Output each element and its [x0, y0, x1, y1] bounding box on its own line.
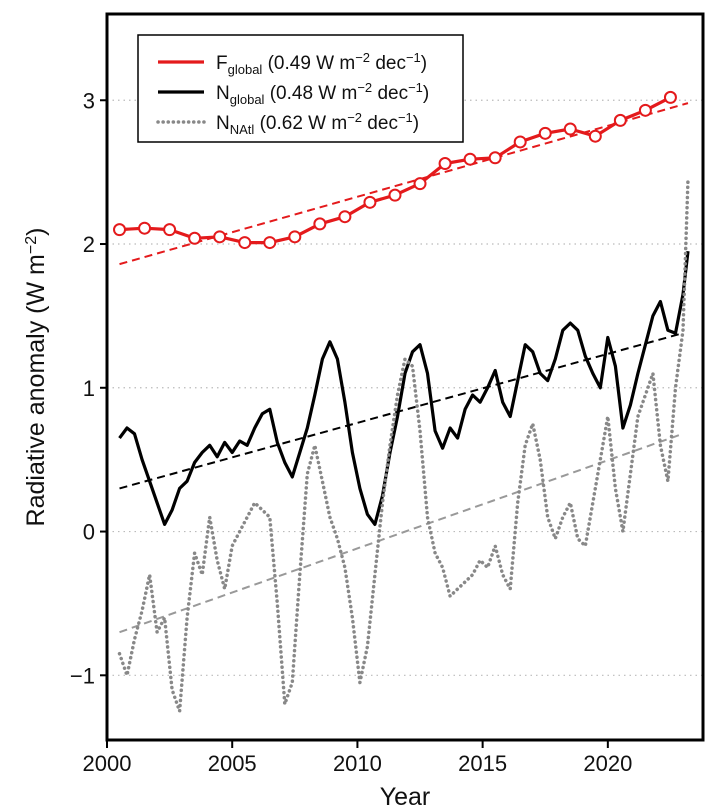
F_global-marker — [288, 230, 302, 244]
y-axis: −1 0 1 2 3 — [70, 88, 107, 688]
N_NAtl-line — [117, 177, 690, 713]
legend: Fglobal (0.49 W m−2 dec−1) Nglobal (0.48 … — [137, 34, 464, 143]
N_NAtl-trend-line — [119, 432, 684, 634]
y-tick-label: 1 — [83, 376, 95, 401]
F_global-marker — [513, 135, 527, 149]
F_global-marker — [338, 210, 352, 224]
F_global-marker — [663, 90, 677, 104]
F_global-marker — [613, 113, 627, 127]
F_global-legend-label: Fglobal (0.49 W m−2 dec−1) — [216, 50, 427, 77]
y-axis-title: Radiative anomaly (W m−2) — [22, 228, 50, 527]
F_global-marker — [563, 122, 577, 136]
x-tick-label: 2015 — [458, 751, 507, 776]
y-tick-label: 2 — [83, 232, 95, 257]
F_global-marker — [163, 223, 177, 237]
F_global-marker — [438, 157, 452, 171]
F_global-marker — [213, 230, 227, 244]
x-axis: 2000 2005 2010 2015 2020 — [83, 740, 632, 776]
legend-box — [137, 34, 464, 143]
F_global-marker — [638, 103, 652, 117]
y-tick-label: −1 — [70, 663, 95, 688]
x-axis-title: Year — [380, 783, 431, 811]
x-tick-label: 2000 — [83, 751, 132, 776]
F_global-marker — [363, 195, 377, 209]
F_global-marker — [463, 152, 477, 166]
F_global-marker — [263, 236, 277, 250]
F_global-marker — [488, 151, 502, 165]
y-tick-label: 3 — [83, 88, 95, 113]
F_global-marker — [413, 177, 427, 191]
F_global-marker — [138, 221, 152, 235]
F_global-marker — [238, 236, 252, 250]
x-tick-label: 2010 — [333, 751, 382, 776]
series-lines — [117, 95, 690, 713]
N_global-legend-label: Nglobal (0.48 W m−2 dec−1) — [216, 80, 429, 107]
N_NAtl-legend-label: NNAtl (0.62 W m−2 dec−1) — [216, 110, 419, 137]
F_global-marker — [538, 126, 552, 140]
y-tick-label: 0 — [83, 520, 95, 545]
F_global-marker — [588, 129, 602, 143]
F_global-marker — [388, 188, 402, 202]
N_global-trend-line — [119, 332, 684, 490]
grid-lines — [107, 99, 703, 676]
F_global-marker — [113, 223, 127, 237]
series-markers — [113, 90, 677, 250]
N_global-line — [118, 251, 690, 527]
F_global-marker — [188, 231, 202, 245]
x-tick-label: 2005 — [208, 751, 257, 776]
x-tick-label: 2020 — [583, 751, 632, 776]
F_global-marker — [313, 217, 327, 231]
plot-frame — [105, 12, 705, 742]
